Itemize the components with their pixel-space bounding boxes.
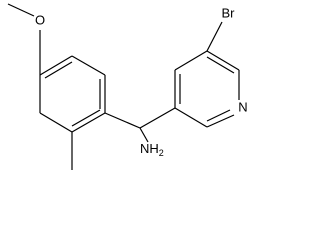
molecule-structure: Br N O NH2 <box>7 3 248 170</box>
bond <box>206 109 231 122</box>
bond <box>139 107 176 129</box>
bonds <box>7 3 240 170</box>
atom-label-main: NH <box>140 141 159 156</box>
atom-label: Br <box>222 5 236 20</box>
bond <box>39 112 73 133</box>
atom-label-subscript: 2 <box>159 148 164 158</box>
bond <box>206 114 235 128</box>
bond <box>174 50 208 71</box>
bond <box>71 112 106 133</box>
bond <box>71 109 101 127</box>
atom-label: N <box>238 99 247 114</box>
page: {"labels": {"bromine": "Br", "nitrogen":… <box>7 3 248 170</box>
atom-label: O <box>35 12 45 27</box>
bond <box>44 61 73 79</box>
bond <box>7 3 35 17</box>
bond <box>206 56 235 74</box>
bond <box>104 112 141 129</box>
bond <box>39 55 73 76</box>
bond <box>174 107 208 128</box>
bond <box>206 21 223 52</box>
bond <box>139 127 149 143</box>
bond <box>71 55 106 76</box>
atom-label: NH2 <box>140 141 164 158</box>
bond <box>206 50 240 71</box>
